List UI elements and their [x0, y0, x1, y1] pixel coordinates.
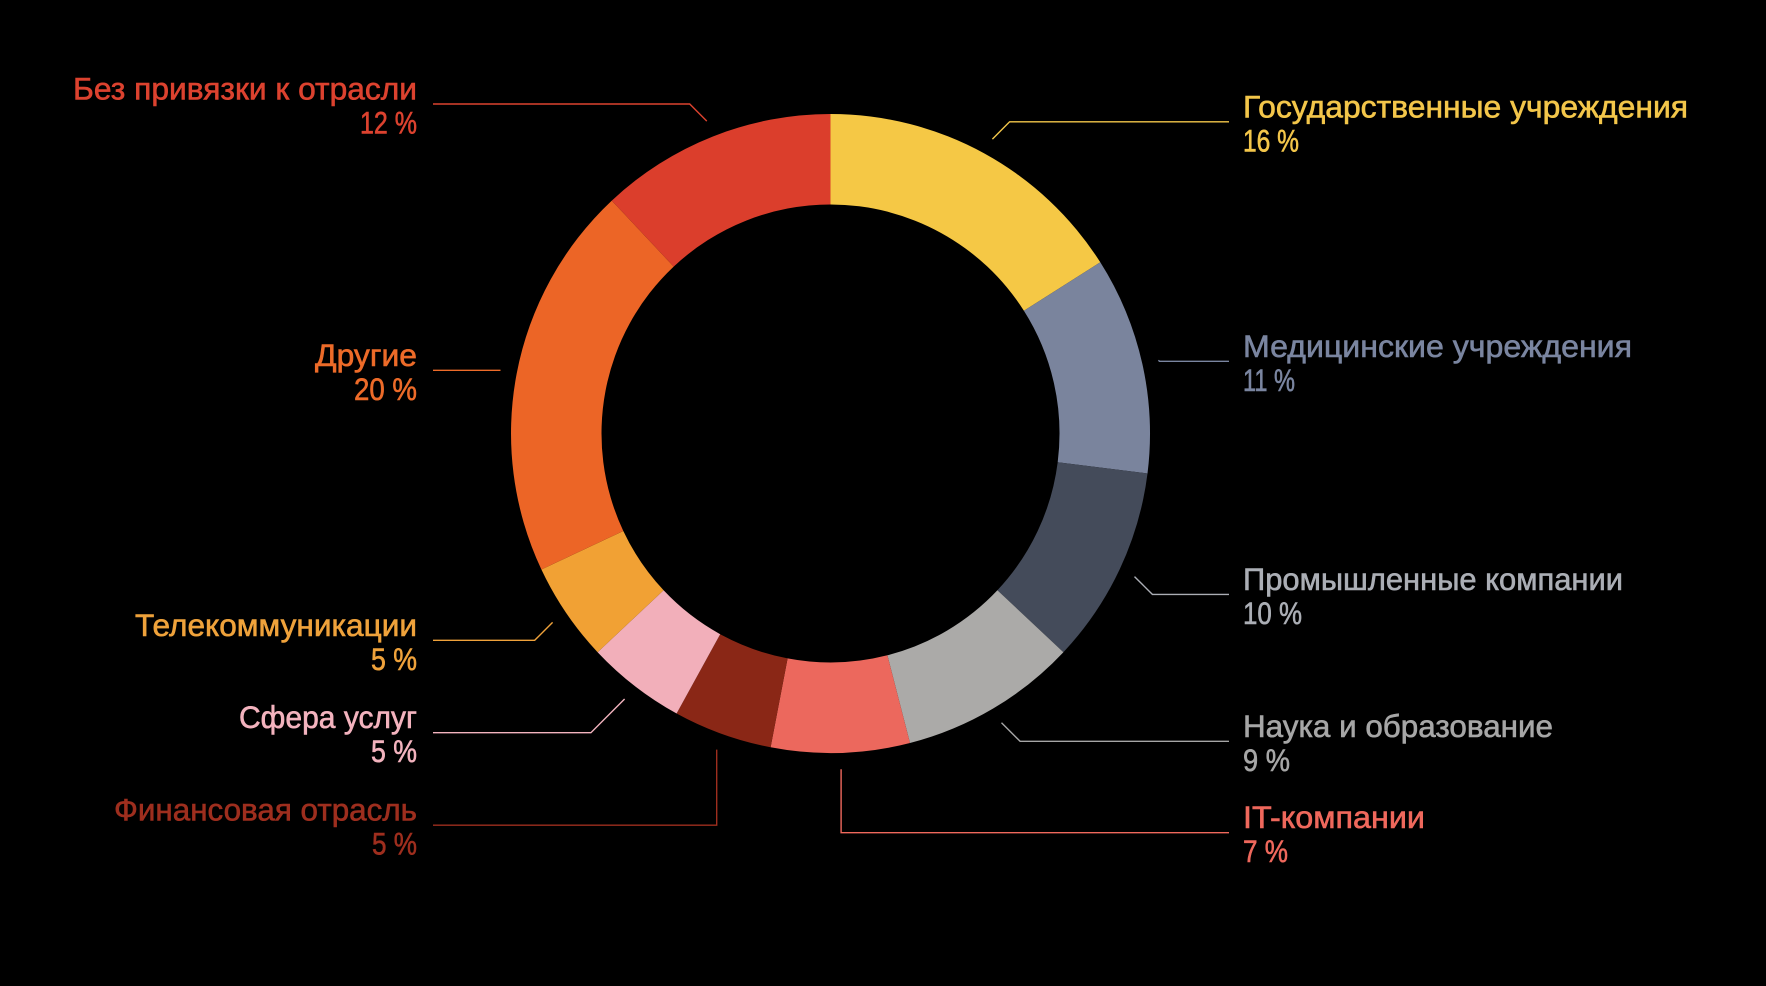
svg-text:12 %: 12 % [360, 105, 417, 141]
svg-text:IT-компании: IT-компании [1243, 799, 1425, 835]
svg-text:5 %: 5 % [371, 733, 417, 769]
svg-text:Наука и образование: Наука и образование [1243, 708, 1553, 744]
svg-text:5 %: 5 % [371, 641, 417, 677]
svg-text:Сфера услуг: Сфера услуг [239, 699, 417, 735]
svg-text:Государственные учреждения: Государственные учреждения [1243, 88, 1688, 124]
svg-text:Телекоммуникации: Телекоммуникации [135, 607, 417, 643]
svg-text:11 %: 11 % [1243, 362, 1295, 398]
svg-text:7 %: 7 % [1243, 833, 1288, 869]
svg-text:Финансовая отрасль: Финансовая отрасль [114, 792, 417, 828]
svg-text:Промышленные компании: Промышленные компании [1243, 561, 1623, 597]
svg-text:Без привязки к отрасли: Без привязки к отрасли [73, 71, 417, 107]
svg-text:9 %: 9 % [1243, 742, 1290, 778]
svg-text:20 %: 20 % [354, 371, 417, 407]
svg-text:16 %: 16 % [1243, 122, 1299, 158]
svg-text:Другие: Другие [315, 337, 417, 373]
svg-text:Медицинские учреждения: Медицинские учреждения [1243, 328, 1632, 364]
svg-text:5 %: 5 % [372, 826, 417, 862]
svg-text:10 %: 10 % [1243, 595, 1302, 631]
